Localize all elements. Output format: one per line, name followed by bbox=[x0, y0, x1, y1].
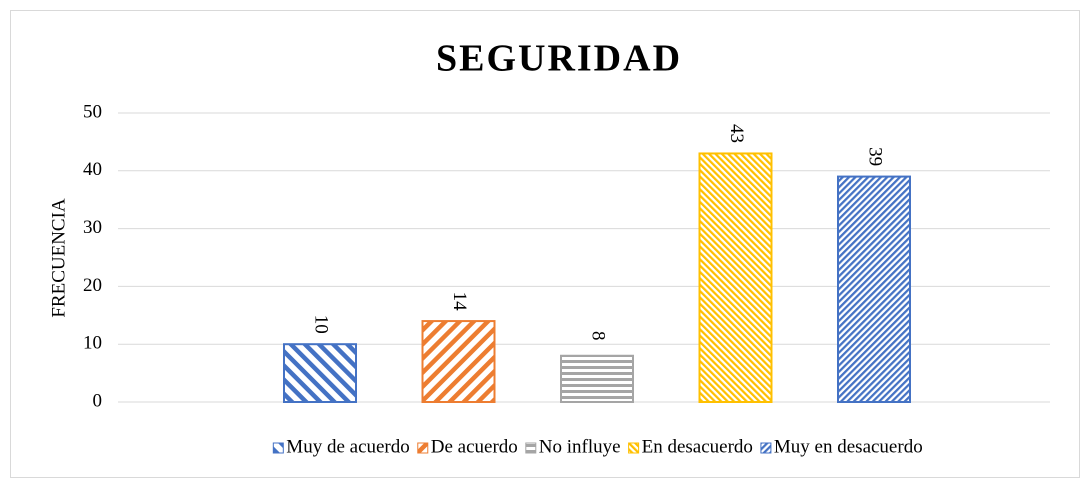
data-label: 14 bbox=[449, 292, 470, 312]
bar bbox=[837, 175, 911, 403]
legend-swatch bbox=[760, 442, 772, 454]
legend-swatch bbox=[628, 442, 640, 454]
bar bbox=[283, 343, 357, 404]
bar bbox=[698, 152, 773, 403]
data-label: 8 bbox=[588, 331, 609, 341]
data-label: 39 bbox=[865, 147, 886, 166]
legend-swatch bbox=[525, 442, 537, 454]
bar bbox=[560, 354, 634, 404]
legend-label: Muy en desacuerdo bbox=[774, 436, 923, 457]
y-tick-label: 40 bbox=[83, 159, 102, 180]
y-tick-label: 10 bbox=[83, 333, 102, 354]
legend: Muy de acuerdo De acuerdo No influye En des… bbox=[272, 436, 923, 457]
data-label: 10 bbox=[311, 315, 332, 334]
y-axis-label: FRECUENCIA bbox=[48, 198, 69, 318]
legend-label: No influye bbox=[539, 436, 621, 457]
y-tick-label: 30 bbox=[83, 217, 102, 238]
chart-border bbox=[10, 10, 1080, 478]
legend-label: Muy de acuerdo bbox=[286, 436, 409, 457]
y-tick-label: 0 bbox=[93, 390, 103, 411]
legend-label: En desacuerdo bbox=[642, 436, 753, 457]
legend-label: De acuerdo bbox=[431, 436, 518, 457]
y-tick-label: 20 bbox=[83, 275, 102, 296]
data-label: 43 bbox=[726, 124, 747, 143]
legend-swatch bbox=[272, 442, 284, 454]
chart-title: SEGURIDAD bbox=[436, 38, 682, 80]
y-tick-label: 50 bbox=[83, 101, 102, 122]
legend-swatch bbox=[417, 442, 429, 454]
bar bbox=[421, 320, 496, 403]
